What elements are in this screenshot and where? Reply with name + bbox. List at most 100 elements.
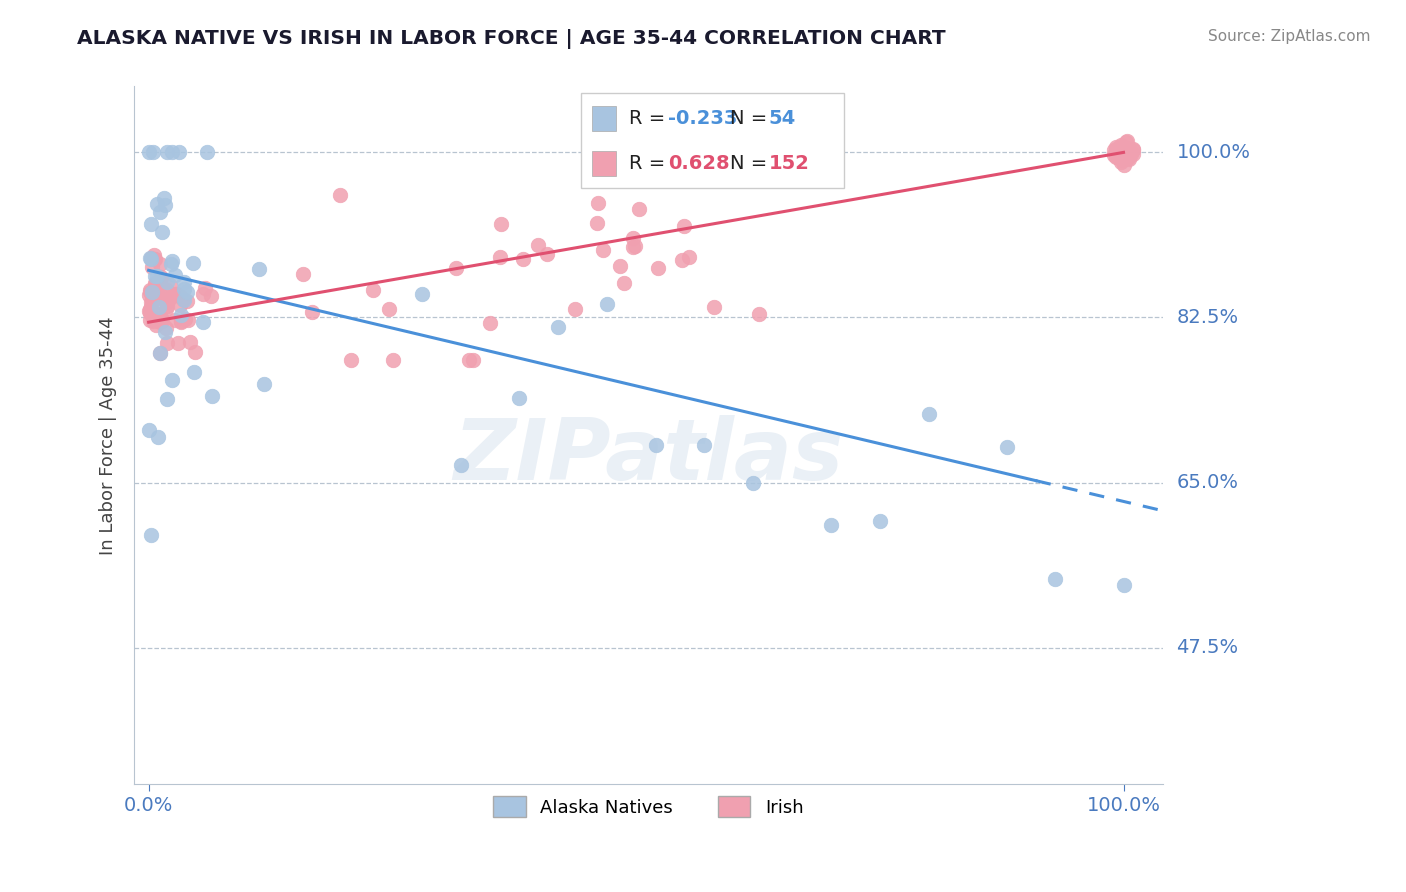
- Point: [165, 268, 187, 283]
- Point: [1108, 145, 1130, 160]
- Point: [159, 257, 181, 271]
- Point: [1112, 145, 1135, 159]
- Text: ALASKA NATIVE VS IRISH IN LABOR FORCE | AGE 35-44 CORRELATION CHART: ALASKA NATIVE VS IRISH IN LABOR FORCE | …: [77, 29, 946, 49]
- Point: [172, 293, 194, 307]
- Point: [253, 377, 276, 392]
- Point: [1109, 144, 1132, 158]
- Point: [165, 286, 187, 301]
- Point: [160, 373, 183, 387]
- Point: [143, 268, 166, 283]
- Point: [1115, 144, 1137, 158]
- Point: [149, 273, 172, 287]
- Point: [148, 291, 170, 305]
- Point: [1112, 151, 1135, 165]
- Point: [1118, 152, 1140, 166]
- Point: [1109, 155, 1132, 169]
- FancyBboxPatch shape: [582, 94, 844, 187]
- Point: [1107, 147, 1129, 161]
- Point: [155, 301, 177, 316]
- Point: [678, 251, 700, 265]
- Point: [458, 353, 481, 368]
- Point: [149, 290, 172, 304]
- Point: [138, 304, 160, 318]
- Point: [149, 269, 172, 284]
- Point: [1107, 145, 1129, 159]
- Point: [869, 514, 891, 528]
- Point: [339, 353, 361, 368]
- Text: 100.0%: 100.0%: [1177, 143, 1250, 161]
- Point: [1112, 578, 1135, 592]
- Point: [378, 302, 401, 317]
- Point: [193, 315, 215, 329]
- Point: [329, 188, 352, 202]
- Point: [1116, 145, 1139, 160]
- Point: [139, 252, 162, 266]
- Point: [613, 277, 636, 291]
- Point: [138, 287, 160, 301]
- Point: [621, 145, 644, 160]
- Point: [479, 316, 502, 330]
- Point: [139, 252, 162, 266]
- Point: [1112, 143, 1135, 157]
- Point: [547, 319, 569, 334]
- Point: [141, 293, 163, 308]
- Point: [1116, 151, 1139, 165]
- Point: [1115, 134, 1137, 148]
- Point: [564, 301, 586, 316]
- Point: [201, 389, 224, 403]
- Point: [166, 287, 188, 301]
- Point: [586, 196, 609, 211]
- Point: [1118, 143, 1140, 157]
- Point: [1105, 140, 1128, 154]
- Text: Source: ZipAtlas.com: Source: ZipAtlas.com: [1208, 29, 1371, 45]
- Point: [141, 301, 163, 315]
- Point: [160, 145, 183, 160]
- Point: [1109, 147, 1132, 161]
- Point: [1109, 138, 1132, 153]
- Point: [917, 407, 939, 421]
- Text: 65.0%: 65.0%: [1177, 473, 1239, 492]
- Point: [463, 353, 485, 368]
- Point: [1111, 144, 1133, 158]
- Point: [174, 312, 197, 326]
- Legend: Alaska Natives, Irish: Alaska Natives, Irish: [486, 789, 811, 824]
- Point: [1045, 572, 1067, 586]
- Point: [1111, 147, 1133, 161]
- Point: [1115, 141, 1137, 155]
- Point: [621, 240, 644, 254]
- Point: [382, 353, 405, 368]
- Point: [177, 313, 200, 327]
- Point: [139, 285, 162, 299]
- Point: [146, 196, 169, 211]
- Point: [1109, 150, 1132, 164]
- Point: [596, 296, 619, 310]
- Point: [742, 476, 765, 491]
- FancyBboxPatch shape: [592, 151, 616, 177]
- Point: [153, 197, 176, 211]
- Point: [148, 300, 170, 314]
- Point: [995, 440, 1018, 454]
- Point: [142, 292, 165, 306]
- Text: N =: N =: [730, 154, 773, 173]
- Point: [624, 238, 647, 252]
- Point: [170, 315, 193, 329]
- Point: [1115, 150, 1137, 164]
- Point: [150, 225, 173, 239]
- FancyBboxPatch shape: [592, 106, 616, 131]
- Point: [173, 275, 195, 289]
- Point: [146, 280, 169, 294]
- Point: [139, 313, 162, 327]
- Point: [195, 145, 218, 160]
- Point: [149, 204, 172, 219]
- Point: [142, 145, 165, 160]
- Point: [1122, 147, 1144, 161]
- Point: [139, 283, 162, 297]
- Point: [1118, 142, 1140, 156]
- Point: [139, 301, 162, 316]
- Point: [1115, 135, 1137, 149]
- Point: [169, 298, 191, 312]
- Point: [194, 281, 217, 295]
- Point: [143, 277, 166, 292]
- Point: [693, 437, 716, 451]
- Point: [156, 392, 179, 406]
